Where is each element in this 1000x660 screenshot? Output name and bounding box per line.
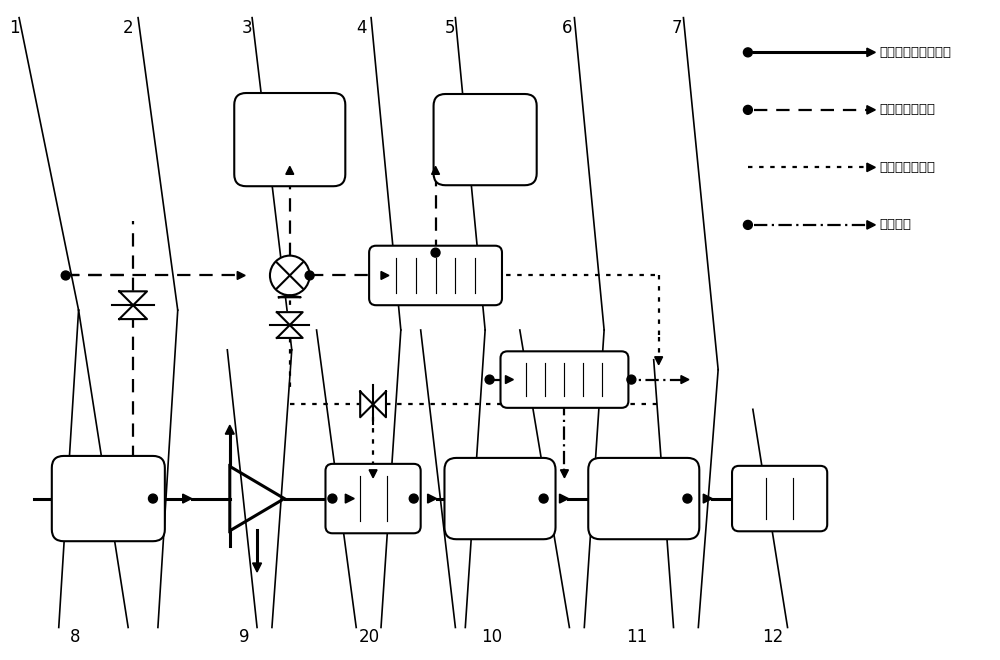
Polygon shape — [119, 291, 147, 305]
Polygon shape — [428, 494, 437, 503]
Text: 8: 8 — [70, 628, 81, 646]
Polygon shape — [225, 425, 234, 434]
FancyBboxPatch shape — [325, 464, 421, 533]
Circle shape — [431, 248, 440, 257]
Polygon shape — [277, 325, 303, 338]
Polygon shape — [681, 376, 689, 383]
Text: 5: 5 — [445, 18, 456, 36]
Text: 20: 20 — [359, 628, 380, 646]
Polygon shape — [381, 271, 389, 279]
FancyBboxPatch shape — [500, 351, 628, 408]
Circle shape — [743, 106, 752, 114]
Polygon shape — [369, 470, 377, 478]
Text: 12: 12 — [762, 628, 783, 646]
Polygon shape — [867, 163, 875, 172]
Circle shape — [743, 220, 752, 230]
Circle shape — [409, 494, 418, 503]
Circle shape — [627, 375, 636, 384]
Text: 10: 10 — [482, 628, 503, 646]
Polygon shape — [432, 166, 440, 174]
Text: 2: 2 — [123, 18, 133, 36]
Polygon shape — [183, 494, 192, 503]
FancyBboxPatch shape — [444, 458, 556, 539]
Text: 进气道引气流路: 进气道引气流路 — [880, 104, 936, 116]
Text: 发动机空气主流流路: 发动机空气主流流路 — [880, 46, 952, 59]
Circle shape — [305, 271, 314, 280]
Circle shape — [743, 48, 752, 57]
Text: 1: 1 — [9, 18, 19, 36]
FancyBboxPatch shape — [434, 94, 537, 185]
Polygon shape — [867, 106, 875, 114]
Text: 燃油流路: 燃油流路 — [880, 218, 912, 232]
Polygon shape — [345, 494, 354, 503]
Polygon shape — [559, 494, 568, 503]
Circle shape — [683, 494, 692, 503]
Circle shape — [270, 255, 310, 295]
Circle shape — [61, 271, 70, 280]
Polygon shape — [286, 166, 294, 174]
Text: 11: 11 — [626, 628, 647, 646]
Text: 3: 3 — [242, 18, 252, 36]
Polygon shape — [560, 470, 568, 478]
Polygon shape — [505, 376, 513, 383]
Polygon shape — [373, 391, 386, 417]
Text: 压气机引气流路: 压气机引气流路 — [880, 161, 936, 174]
Text: 9: 9 — [239, 628, 249, 646]
Circle shape — [148, 494, 157, 503]
Text: 4: 4 — [356, 18, 366, 36]
Polygon shape — [277, 312, 303, 325]
Text: 6: 6 — [562, 18, 573, 36]
FancyBboxPatch shape — [588, 458, 699, 539]
Polygon shape — [867, 48, 875, 57]
Polygon shape — [703, 494, 712, 503]
FancyBboxPatch shape — [732, 466, 827, 531]
Polygon shape — [119, 305, 147, 319]
Polygon shape — [237, 271, 245, 279]
Circle shape — [485, 375, 494, 384]
Circle shape — [539, 494, 548, 503]
Polygon shape — [867, 220, 875, 229]
Text: 7: 7 — [671, 18, 682, 36]
Polygon shape — [655, 357, 663, 365]
Circle shape — [328, 494, 337, 503]
FancyBboxPatch shape — [234, 93, 345, 186]
Polygon shape — [253, 563, 262, 572]
FancyBboxPatch shape — [52, 456, 165, 541]
FancyBboxPatch shape — [369, 246, 502, 305]
Polygon shape — [360, 391, 373, 417]
